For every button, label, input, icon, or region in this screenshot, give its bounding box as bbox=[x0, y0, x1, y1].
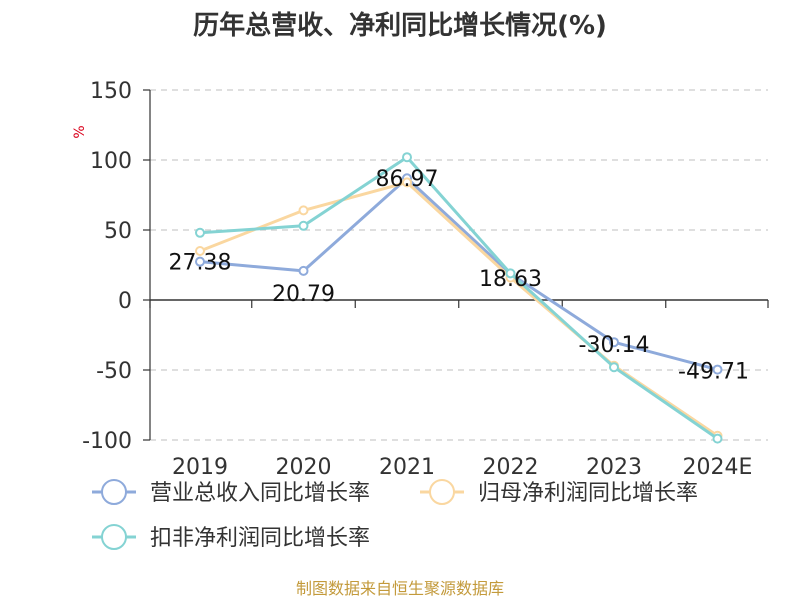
x-tick-label: 2022 bbox=[483, 455, 539, 480]
data-label: 27.38 bbox=[169, 251, 232, 276]
series-lines bbox=[195, 152, 723, 444]
data-labels: 27.38 20.79 86.97 18.63 -30.14 -49.71 bbox=[169, 167, 749, 384]
legend-item[interactable]: 营业总收入同比增长率 bbox=[92, 479, 370, 506]
data-point bbox=[298, 205, 309, 216]
x-tick-label: 2024E bbox=[683, 455, 753, 480]
data-label: 20.79 bbox=[272, 282, 335, 307]
source-note: 制图数据来自恒生聚源数据库 bbox=[296, 579, 504, 598]
data-point bbox=[195, 246, 205, 256]
data-point bbox=[298, 220, 309, 231]
legend-item[interactable]: 扣非净利润同比增长率 bbox=[92, 524, 370, 551]
x-tick-label: 2020 bbox=[276, 455, 332, 480]
chart-title: 历年总营收、净利同比增长情况(%) bbox=[193, 10, 607, 41]
y-tick-label: -100 bbox=[82, 429, 132, 454]
data-point bbox=[195, 227, 205, 238]
legend-item[interactable]: 归母净利润同比增长率 bbox=[420, 479, 698, 506]
series-line-3 bbox=[199, 155, 719, 440]
y-tick-label: 100 bbox=[90, 149, 132, 174]
legend-label: 归母净利润同比增长率 bbox=[478, 481, 698, 506]
legend-swatch-marker bbox=[101, 524, 127, 550]
data-point bbox=[298, 265, 309, 276]
y-tick-label: -50 bbox=[96, 359, 132, 384]
y-axis-unit-label: % bbox=[72, 125, 88, 138]
data-label: 86.97 bbox=[376, 167, 439, 192]
data-point bbox=[402, 152, 412, 163]
legend-label: 扣非净利润同比增长率 bbox=[150, 526, 370, 551]
data-point bbox=[609, 337, 619, 348]
data-point bbox=[712, 433, 723, 444]
legend-swatch-marker bbox=[101, 479, 127, 505]
data-point bbox=[195, 256, 205, 267]
data-point bbox=[505, 268, 516, 279]
data-point bbox=[712, 364, 723, 375]
y-tick-label: 150 bbox=[90, 79, 132, 104]
data-point bbox=[402, 177, 412, 188]
axes: 150 100 50 0 -50 -100 2019 2020 2021 2022 2023 2024… bbox=[82, 79, 769, 480]
data-point bbox=[609, 362, 619, 373]
x-tick-label: 2019 bbox=[172, 455, 228, 480]
x-tick-label: 2023 bbox=[586, 455, 642, 480]
data-label: -49.71 bbox=[678, 360, 749, 385]
y-tick-label: 50 bbox=[104, 219, 132, 244]
data-label: 18.63 bbox=[479, 267, 542, 292]
series-line-2 bbox=[199, 180, 719, 438]
series-line-1 bbox=[199, 176, 718, 372]
legend-swatch-marker bbox=[429, 479, 455, 505]
data-label: -30.14 bbox=[579, 333, 650, 358]
legend-label: 营业总收入同比增长率 bbox=[150, 481, 370, 506]
y-tick-label: 0 bbox=[118, 289, 132, 314]
x-tick-label: 2021 bbox=[379, 455, 435, 480]
